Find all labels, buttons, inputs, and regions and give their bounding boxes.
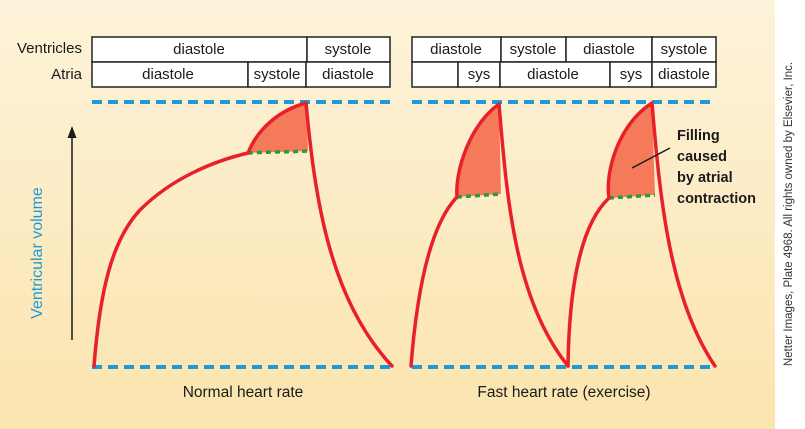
- fast-ventricles-diastole2-cell: [565, 36, 653, 63]
- normal-ventricles-diastole-label: diastole: [173, 41, 225, 58]
- ventricles-row-label: Ventricles: [17, 40, 82, 57]
- normal-atrial-boundary: [247, 149, 309, 155]
- fast2-volume-curve: [566, 101, 717, 368]
- fast1-atrial-fill-region: [456, 104, 501, 197]
- fast-ventricles-diastole-label: diastole: [430, 41, 482, 58]
- fast-atria-sys2-cell: [609, 61, 653, 88]
- normal-atria-systole-label: systole: [254, 66, 301, 83]
- annotation-line-4: contraction: [677, 191, 756, 207]
- normal-ventricles-systole-cell: [306, 36, 391, 63]
- normal-ventricles-systole-label: systole: [325, 41, 372, 58]
- arrow-up-icon: [67, 126, 77, 340]
- normal-volume-curve: [92, 101, 394, 368]
- fast-ventricles-systole2-label: systole: [661, 41, 708, 58]
- normal-atria-diastole2-label: diastole: [322, 66, 374, 83]
- normal-atria-diastole2-cell: [305, 61, 391, 88]
- atria-row-label: Atria: [51, 66, 83, 83]
- fast-ventricles-systole-label: systole: [510, 41, 557, 58]
- fast-timing-table: [411, 36, 717, 88]
- y-axis-label: Ventricular volume: [29, 187, 46, 319]
- fast-atria-sys-label: sys: [468, 66, 491, 83]
- fast-atria-diastole-label: diastole: [527, 66, 579, 83]
- fast1-volume-curve: [409, 102, 570, 368]
- fast-ventricles-systole2-cell: [651, 36, 717, 63]
- annotation-line-3: by atrial: [677, 170, 733, 186]
- fast1-atrial-boundary: [456, 192, 502, 199]
- normal-atria-systole-cell: [247, 61, 307, 88]
- fast-atria-diastole2-label: diastole: [658, 66, 710, 83]
- normal-atria-diastole-cell: [91, 61, 249, 88]
- fast-atria-blank-cell: [411, 61, 459, 88]
- fast-atria-diastole-cell: [499, 61, 611, 88]
- credit-text: Netter Images, Plate 4968. All rights ow…: [783, 62, 795, 366]
- normal-atria-diastole-label: diastole: [142, 66, 194, 83]
- fast2-atrial-fill-region: [608, 103, 655, 198]
- fast2-atrial-boundary: [608, 193, 656, 200]
- normal-caption: Normal heart rate: [183, 384, 304, 401]
- fast-atria-sys-cell: [457, 61, 501, 88]
- normal-ventricles-diastole-cell: [91, 36, 308, 63]
- fast-atria-diastole2-cell: [651, 61, 717, 88]
- annotation-pointer-line: [631, 147, 671, 169]
- fast-ventricles-diastole2-label: diastole: [583, 41, 635, 58]
- normal-atrial-fill-region: [248, 103, 308, 153]
- annotation-line-2: caused: [677, 149, 727, 165]
- fast-atria-sys2-label: sys: [620, 66, 643, 83]
- fast-caption: Fast heart rate (exercise): [477, 384, 650, 401]
- normal-timing-table: [91, 36, 391, 88]
- annotation-line-1: Filling: [677, 128, 720, 144]
